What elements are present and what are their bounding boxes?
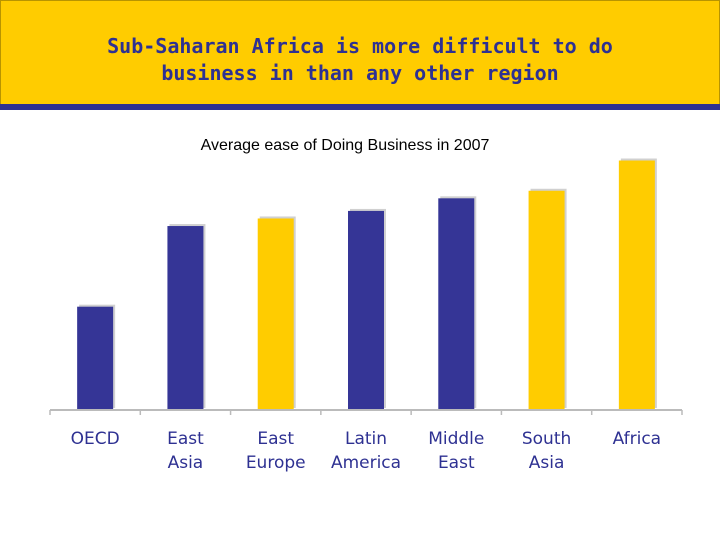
x-tick-label-oecd: OECD: [71, 429, 120, 449]
chart-title: Average ease of Doing Business in 2007: [200, 137, 490, 154]
x-tick-labels: OECD East Asia East Europe Latin America Middle…: [71, 429, 662, 473]
title-banner: Sub-Saharan Africa is more difficult to …: [0, 0, 720, 106]
bar-middle-east: [438, 198, 475, 410]
title-line-1: Sub-Saharan Africa is more difficult to …: [107, 34, 613, 58]
x-tick-label-middle-east: Middle East: [428, 429, 484, 473]
bar-east-europe: [257, 218, 294, 410]
bars-group: [77, 158, 657, 410]
x-tick-label-latin-america: Latin America: [331, 429, 401, 473]
x-axis: [49, 409, 683, 415]
bar-oecd: [77, 306, 114, 410]
title-line-2: business in than any other region: [161, 61, 559, 85]
x-tick-label-east-europe: East Europe: [246, 429, 306, 473]
bar-east-asia: [167, 226, 204, 410]
slide-title: Sub-Saharan Africa is more difficult to …: [1, 33, 719, 87]
x-tick-label-east-asia: East Asia: [167, 429, 204, 473]
x-tick-label-africa: Africa: [613, 429, 662, 449]
bar-south-asia: [528, 190, 565, 410]
bar-latin-america: [348, 210, 384, 410]
x-tick-label-south-asia: South Asia: [522, 429, 571, 473]
bar-africa: [618, 160, 655, 410]
banner-rule: [0, 104, 720, 110]
